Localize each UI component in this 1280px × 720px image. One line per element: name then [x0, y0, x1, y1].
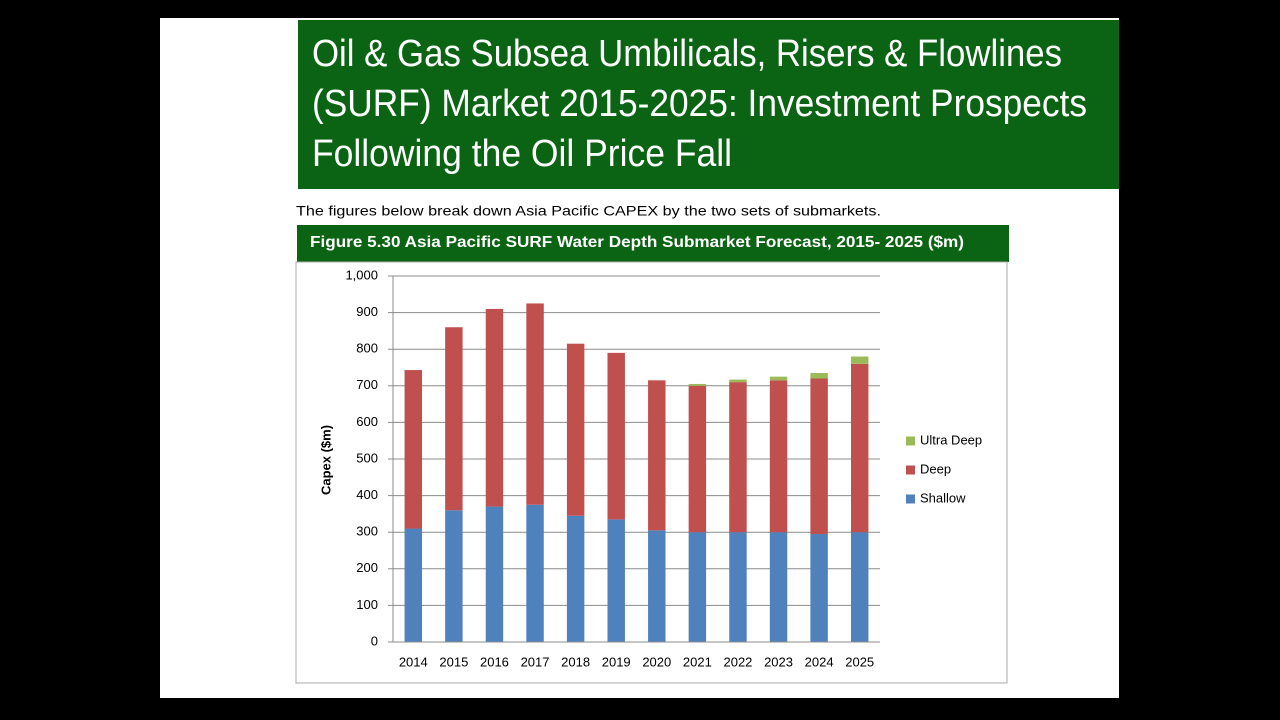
x-tick-label: 2015 — [439, 654, 468, 669]
bar-segment — [607, 352, 625, 520]
bar-segment — [688, 385, 707, 533]
bar-segment — [769, 380, 788, 533]
y-tick-label: 900 — [356, 304, 378, 319]
bar-segment — [404, 528, 423, 642]
x-tick-label: 2019 — [602, 654, 631, 669]
chart-title: Figure 5.30 Asia Pacific SURF Water Dept… — [310, 234, 964, 251]
x-tick-label: 2022 — [723, 654, 752, 669]
x-tick-label: 2018 — [561, 654, 590, 669]
x-tick-label: 2024 — [805, 654, 834, 669]
bar-segment — [566, 343, 585, 516]
bar-segment — [566, 515, 585, 642]
bar-segment — [850, 356, 869, 364]
bar-segment — [850, 363, 869, 533]
y-tick-label: 500 — [356, 450, 378, 465]
bar-segment — [810, 534, 828, 642]
bar-segment — [850, 532, 869, 642]
bar-segment — [526, 504, 544, 642]
bar-segment — [688, 383, 707, 386]
intro-text: The figures below break down Asia Pacifi… — [296, 203, 881, 219]
x-tick-label: 2014 — [399, 654, 428, 669]
y-tick-label: 800 — [356, 341, 378, 356]
y-tick-label: 200 — [356, 560, 378, 575]
bar-segment — [526, 303, 544, 505]
bar-segment — [810, 372, 828, 379]
plot: 0 100 200 300 400 500 600 700 800 900 1,000 2014 201… — [345, 267, 982, 669]
x-tick-label: 2025 — [845, 654, 874, 669]
x-tick-label: 2020 — [642, 654, 671, 669]
bar-segment — [485, 506, 504, 642]
bar-segment — [729, 532, 747, 642]
bar-segment — [729, 382, 747, 533]
x-tick-label: 2023 — [764, 654, 793, 669]
legend-swatch — [906, 436, 915, 446]
legend-label: Deep — [920, 461, 951, 476]
x-tick-label: 2017 — [521, 654, 550, 669]
bar-segment — [404, 370, 423, 529]
slide-title: Following the Oil Price Fall — [312, 133, 732, 175]
y-tick-label: 0 — [371, 633, 378, 648]
bar-segment — [445, 327, 463, 511]
bar-segment — [810, 378, 828, 535]
y-tick-label: 700 — [356, 377, 378, 392]
figure-banner — [297, 225, 1009, 262]
legend-swatch — [906, 465, 915, 475]
title-banner — [298, 20, 1119, 189]
y-tick-label: 100 — [356, 597, 378, 612]
bar-segment — [445, 510, 463, 642]
bar-segment — [769, 376, 788, 381]
bar-segment — [648, 380, 666, 531]
bar-segment — [729, 379, 747, 383]
y-tick-label: 600 — [356, 414, 378, 429]
x-tick-label: 2016 — [480, 654, 509, 669]
y-tick-label: 400 — [356, 487, 378, 502]
bar-segment — [648, 530, 666, 642]
slide-title: (SURF) Market 2015-2025: Investment Pros… — [312, 83, 1087, 125]
y-tick-label: 1,000 — [345, 267, 378, 282]
legend-swatch — [906, 494, 915, 504]
y-tick-label: 300 — [356, 524, 378, 539]
legend-label: Ultra Deep — [920, 432, 982, 447]
bar-segment — [607, 519, 625, 642]
legend-label: Shallow — [920, 490, 966, 505]
y-axis-label: Capex ($m) — [318, 425, 333, 495]
bar-segment — [769, 532, 788, 642]
slide-title: Oil & Gas Subsea Umbilicals, Risers & Fl… — [312, 33, 1062, 75]
bar-segment — [688, 532, 707, 642]
x-tick-label: 2021 — [683, 654, 712, 669]
bar-segment — [485, 308, 504, 507]
